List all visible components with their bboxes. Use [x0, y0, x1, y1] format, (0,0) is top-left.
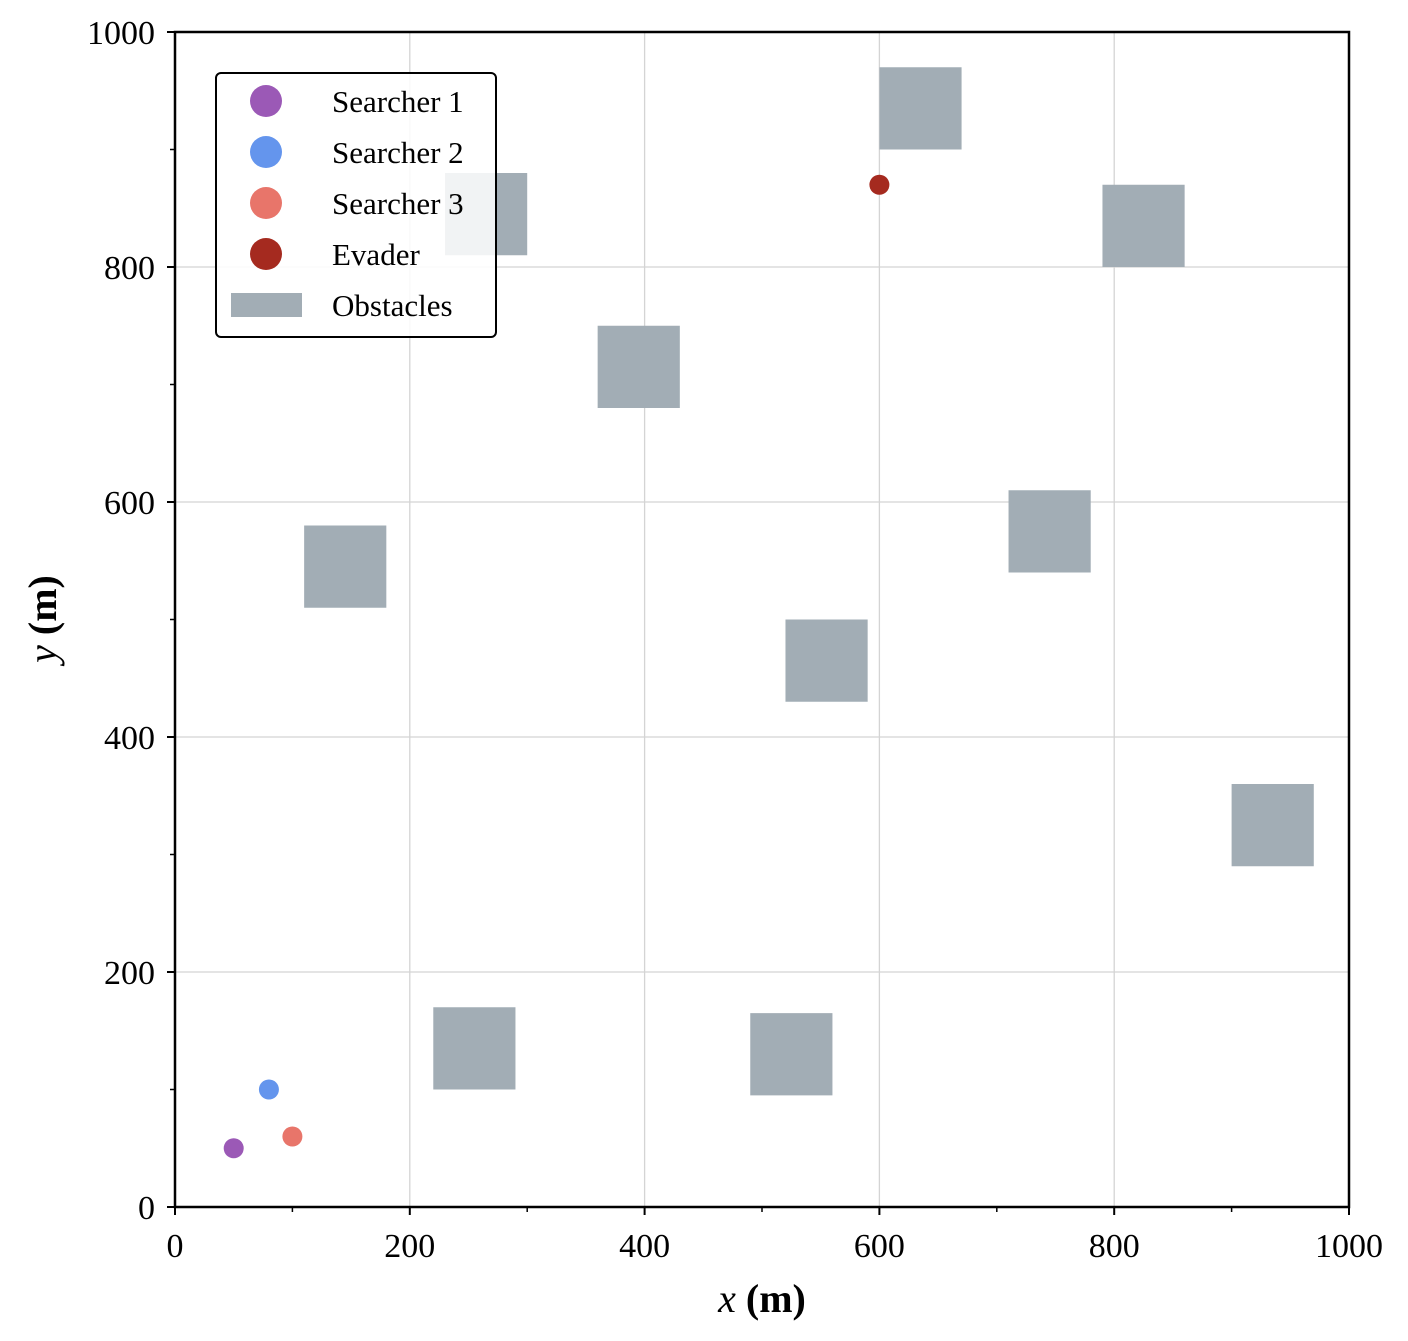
x-tick-label: 600: [854, 1228, 905, 1265]
x-axis-unit: (m): [746, 1276, 806, 1321]
obstacle: [1231, 784, 1314, 867]
data-points: [223, 174, 890, 1159]
obstacle: [879, 67, 962, 150]
y-tick-label: 800: [104, 250, 155, 287]
legend: Searcher 1 Searcher 2 Searcher 3 Evader Obst…: [215, 72, 497, 338]
y-tick-label: 1000: [87, 15, 155, 52]
y-tick-label: 200: [104, 955, 155, 992]
obstacle: [1102, 184, 1185, 267]
x-tick-label: 800: [1089, 1228, 1140, 1265]
obstacle: [433, 1007, 516, 1090]
y-axis-var: y: [20, 645, 65, 667]
legend-label-obstacles: Obstacles: [332, 288, 453, 323]
y-axis-label: y (m): [20, 575, 65, 667]
legend-label-searcher-1: Searcher 1: [332, 84, 464, 119]
legend-label-searcher-2: Searcher 2: [332, 135, 464, 170]
y-tick-label: 600: [104, 485, 155, 522]
legend-box: [215, 72, 497, 338]
legend-marker-searcher-3: [250, 187, 282, 219]
legend-marker-searcher-2: [250, 136, 282, 168]
x-tick-label: 0: [167, 1228, 184, 1265]
point-searcher-2: [258, 1079, 279, 1100]
x-tick-label: 400: [619, 1228, 670, 1265]
legend-label-searcher-3: Searcher 3: [332, 186, 464, 221]
legend-marker-obstacles: [231, 293, 302, 317]
legend-marker-searcher-1: [250, 85, 282, 117]
x-axis-label: x (m): [717, 1276, 806, 1321]
obstacle: [1008, 490, 1091, 573]
point-searcher-3: [282, 1126, 303, 1147]
x-tick-label: 1000: [1315, 1228, 1383, 1265]
legend-marker-evader: [250, 238, 282, 270]
x-tick-label: 200: [384, 1228, 435, 1265]
obstacle: [785, 619, 868, 702]
obstacle: [750, 1013, 833, 1096]
y-axis-unit: (m): [20, 575, 65, 635]
point-evader: [869, 174, 890, 195]
y-tick-label: 400: [104, 720, 155, 757]
point-searcher-1: [223, 1138, 244, 1159]
x-axis-var: x: [717, 1276, 736, 1321]
legend-label-evader: Evader: [332, 237, 420, 272]
axis-ticks: 0 200 400 600 800 1000 0 200 400 600 800 1000: [87, 15, 1383, 1265]
obstacle: [304, 525, 387, 608]
obstacle: [597, 325, 680, 408]
y-tick-label: 0: [138, 1190, 155, 1227]
